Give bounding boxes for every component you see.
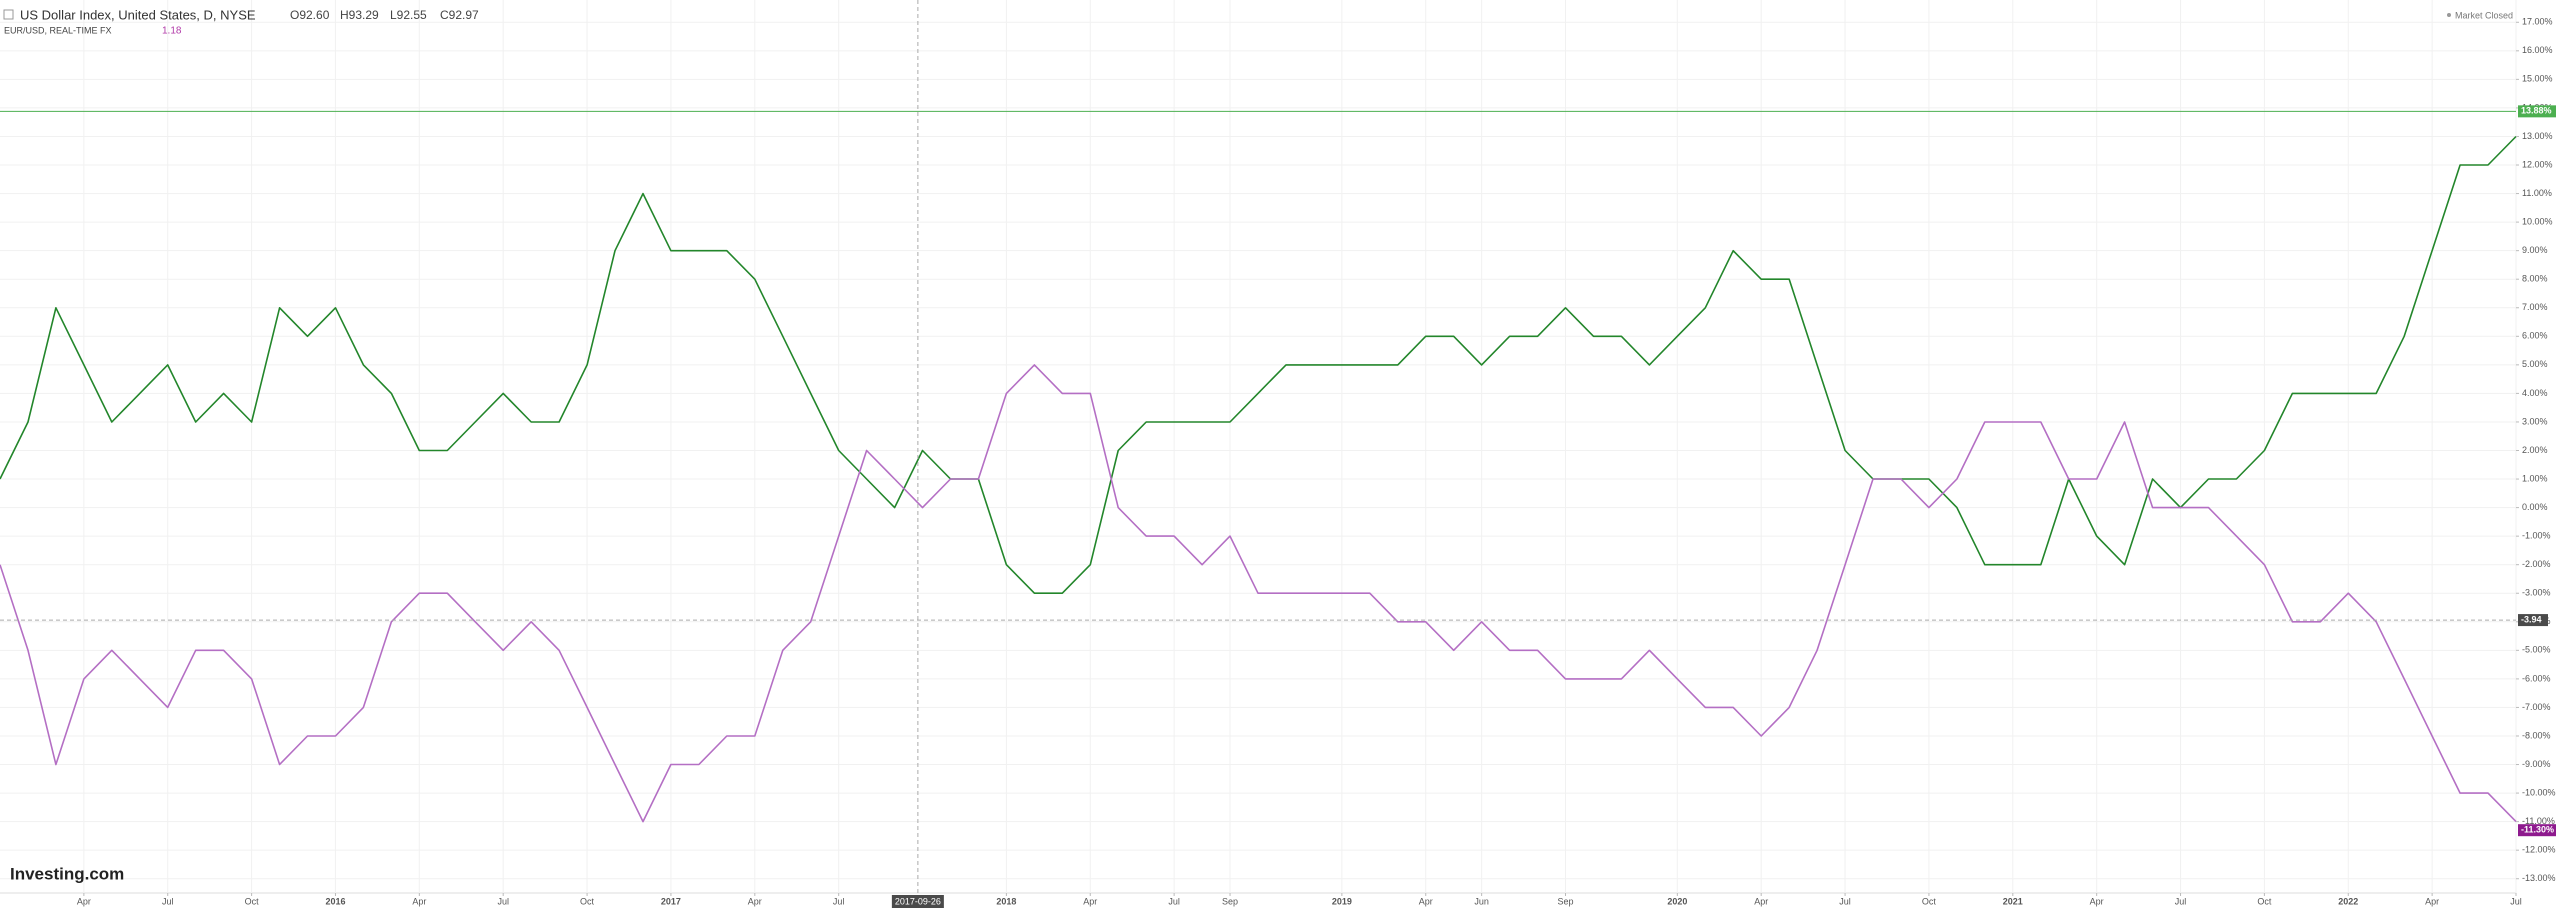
series-line	[0, 364, 2517, 823]
x-tick-label: Jul	[1839, 896, 1851, 906]
x-tick-label: Oct	[1922, 896, 1937, 906]
x-tick-label: Oct	[245, 896, 260, 906]
y-tick-label: 17.00%	[2522, 17, 2553, 27]
y-tick-label: -10.00%	[2522, 787, 2556, 797]
y-tick-label: -8.00%	[2522, 730, 2551, 740]
y-tick-label: -3.00%	[2522, 588, 2551, 598]
crosshair-x-tag	[891, 895, 944, 908]
market-status: Market Closed	[2455, 10, 2513, 20]
price-tag-label: 13.88%	[2521, 106, 2552, 116]
y-tick-label: -7.00%	[2522, 702, 2551, 712]
x-tick-label: Sep	[1558, 896, 1574, 906]
x-tick-label: Apr	[2090, 896, 2104, 906]
x-tick-label: Apr	[1419, 896, 1433, 906]
y-tick-label: 6.00%	[2522, 331, 2548, 341]
x-tick-label: 2022	[2338, 896, 2358, 906]
y-tick-label: -2.00%	[2522, 559, 2551, 569]
crosshair-x-label: 2017-09-26	[895, 896, 941, 906]
y-tick-label: 12.00%	[2522, 159, 2553, 169]
x-tick-label: Apr	[748, 896, 762, 906]
ohlc-high: H93.29	[340, 8, 379, 22]
y-tick-label: -9.00%	[2522, 759, 2551, 769]
plot-area	[0, 0, 2517, 893]
y-tick-label: 11.00%	[2522, 188, 2552, 198]
grid	[0, 0, 2517, 893]
ohlc-values: O92.60 H93.29 L92.55 C92.97	[290, 8, 479, 22]
y-tick-label: 16.00%	[2522, 45, 2553, 55]
x-tick-label: Jul	[162, 896, 174, 906]
x-tick-label: 2020	[1667, 896, 1687, 906]
y-tick-label: 9.00%	[2522, 245, 2548, 255]
x-tick-label: Jul	[2510, 896, 2522, 906]
x-tick-label: Apr	[2425, 896, 2439, 906]
x-tick-label: Apr	[77, 896, 91, 906]
compare-value: 1.18	[162, 26, 182, 37]
x-tick-label: Jul	[497, 896, 509, 906]
logo: Investing.com	[10, 864, 124, 883]
legend-header: US Dollar Index, United States, D, NYSE …	[3, 7, 2513, 883]
x-tick-label: 2021	[2003, 896, 2023, 906]
y-tick-label: 13.00%	[2522, 131, 2553, 141]
price-tag	[2518, 824, 2556, 837]
crosshair-y-label: -3.94	[2521, 614, 2542, 624]
y-tick-label: -12.00%	[2522, 845, 2556, 855]
crosshair-y-tag	[2518, 614, 2548, 627]
series-line	[0, 135, 2517, 594]
status-dot	[2447, 13, 2451, 17]
y-tick-label: -13.00%	[2522, 873, 2556, 883]
y-tick-label: 1.00%	[2522, 473, 2548, 483]
x-tick-label: Apr	[1083, 896, 1097, 906]
price-tag	[2518, 105, 2556, 118]
x-tick-label: 2017	[661, 896, 681, 906]
y-tick-label: 4.00%	[2522, 388, 2548, 398]
collapse-icon[interactable]	[3, 9, 14, 20]
y-tick-label: 10.00%	[2522, 216, 2553, 226]
x-tick-label: Oct	[2257, 896, 2272, 906]
x-tick-label: Apr	[412, 896, 426, 906]
x-tick-label: Jun	[1474, 896, 1489, 906]
y-tick-label: -1.00%	[2522, 531, 2551, 541]
y-tick-label: 2.00%	[2522, 445, 2548, 455]
x-tick-label: 2016	[325, 896, 345, 906]
x-tick-label: Jul	[833, 896, 845, 906]
price-tag-label: -11.30%	[2521, 825, 2554, 835]
x-tick-label: Oct	[580, 896, 595, 906]
y-tick-label: -6.00%	[2522, 673, 2551, 683]
ohlc-low: L92.55	[390, 8, 427, 22]
x-tick-label: Jul	[1168, 896, 1180, 906]
y-tick-label: 8.00%	[2522, 274, 2548, 284]
x-tick-label: Apr	[1754, 896, 1768, 906]
axes: 17.00%16.00%15.00%14.00%13.00%12.00%11.0…	[77, 17, 2556, 908]
compare-title: EUR/USD, REAL-TIME FX	[4, 25, 112, 35]
y-tick-label: 15.00%	[2522, 74, 2553, 84]
chart-title: US Dollar Index, United States, D, NYSE	[20, 7, 256, 22]
ohlc-open: O92.60	[290, 8, 330, 22]
y-tick-label: -5.00%	[2522, 645, 2551, 655]
x-tick-label: 2018	[996, 896, 1016, 906]
y-tick-label: 0.00%	[2522, 502, 2548, 512]
ohlc-close: C92.97	[440, 8, 479, 22]
y-tick-label: -11.00%	[2522, 816, 2555, 826]
x-tick-label: Sep	[1222, 896, 1238, 906]
x-tick-label: Jul	[2175, 896, 2187, 906]
y-tick-label: 5.00%	[2522, 359, 2548, 369]
x-tick-label: 2019	[1332, 896, 1352, 906]
y-tick-label: 3.00%	[2522, 416, 2548, 426]
y-tick-label: 7.00%	[2522, 302, 2548, 312]
